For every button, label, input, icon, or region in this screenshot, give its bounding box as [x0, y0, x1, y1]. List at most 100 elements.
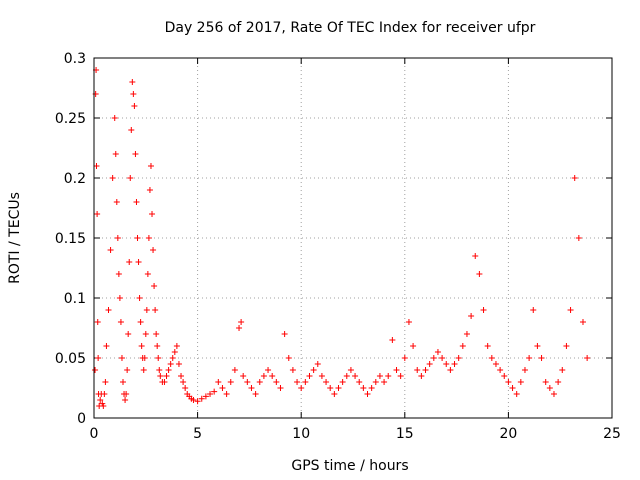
- data-point: [142, 331, 149, 337]
- data-point: [476, 271, 483, 277]
- data-point: [364, 391, 371, 397]
- data-point: [137, 319, 144, 325]
- data-point: [129, 79, 136, 85]
- data-point: [140, 367, 147, 373]
- data-point: [356, 379, 363, 385]
- data-point: [155, 355, 162, 361]
- data-point: [116, 295, 123, 301]
- data-point: [430, 355, 437, 361]
- x-tick-label: 5: [193, 426, 202, 442]
- data-point: [194, 398, 201, 405]
- data-point: [285, 355, 292, 361]
- x-tick-label: 25: [603, 426, 621, 442]
- data-points: [92, 67, 591, 409]
- data-point: [112, 151, 119, 157]
- data-point: [455, 355, 462, 361]
- data-point: [136, 295, 143, 301]
- data-point: [143, 307, 150, 313]
- data-point: [269, 373, 276, 379]
- data-point: [115, 271, 122, 277]
- data-point: [277, 385, 284, 391]
- data-point: [463, 331, 470, 337]
- data-point: [131, 103, 138, 109]
- data-point: [393, 367, 400, 373]
- data-point: [294, 379, 301, 385]
- y-tick-label: 0.2: [64, 171, 86, 187]
- data-point: [468, 313, 475, 319]
- data-point: [314, 361, 321, 367]
- data-point: [94, 319, 101, 325]
- y-tick-label: 0.25: [55, 111, 86, 127]
- data-point: [144, 271, 151, 277]
- data-point: [102, 379, 109, 385]
- data-point: [368, 385, 375, 391]
- data-point: [273, 379, 280, 385]
- data-point: [236, 325, 243, 331]
- data-point: [385, 373, 392, 379]
- data-point: [154, 343, 161, 349]
- data-point: [434, 349, 441, 355]
- y-tick-label: 0.05: [55, 351, 86, 367]
- data-point: [534, 343, 541, 349]
- data-point: [167, 361, 174, 367]
- data-point: [579, 319, 586, 325]
- data-point: [149, 211, 156, 217]
- y-tick-label: 0.1: [64, 291, 86, 307]
- data-point: [198, 395, 205, 402]
- data-point: [211, 388, 218, 395]
- data-point: [339, 379, 346, 385]
- data-point: [127, 175, 134, 181]
- data-point: [178, 373, 185, 379]
- data-point: [501, 373, 508, 379]
- data-point: [542, 379, 549, 385]
- data-point: [141, 355, 148, 361]
- data-point: [563, 343, 570, 349]
- data-point: [240, 373, 247, 379]
- data-point: [120, 379, 127, 385]
- data-point: [256, 379, 263, 385]
- y-axis-label: ROTI / TECUs: [7, 192, 23, 284]
- data-point: [497, 367, 504, 373]
- data-point: [132, 151, 139, 157]
- data-point: [546, 385, 553, 391]
- data-point: [207, 391, 214, 397]
- data-point: [180, 379, 187, 385]
- data-point: [376, 373, 383, 379]
- data-point: [150, 247, 157, 253]
- data-point: [302, 379, 309, 385]
- data-point: [227, 379, 234, 385]
- data-point: [530, 307, 537, 313]
- data-point: [128, 127, 135, 133]
- data-point: [484, 343, 491, 349]
- data-point: [126, 259, 133, 265]
- data-point: [439, 355, 446, 361]
- data-point: [111, 115, 118, 121]
- data-point: [244, 379, 251, 385]
- data-point: [555, 379, 562, 385]
- data-point: [156, 367, 163, 373]
- data-point: [95, 355, 102, 361]
- data-point: [105, 307, 112, 313]
- data-point: [405, 319, 412, 325]
- data-point: [480, 307, 487, 313]
- x-tick-label: 20: [499, 426, 517, 442]
- data-point: [92, 367, 99, 373]
- data-point: [459, 343, 466, 349]
- data-point: [289, 367, 296, 373]
- data-point: [505, 379, 512, 385]
- data-point: [238, 319, 245, 325]
- data-point: [94, 211, 101, 217]
- data-point: [130, 91, 137, 97]
- data-point: [389, 337, 396, 343]
- data-point: [550, 391, 557, 397]
- data-point: [509, 385, 516, 391]
- data-point: [323, 379, 330, 385]
- y-tick-label: 0: [77, 411, 86, 427]
- data-point: [575, 235, 582, 241]
- data-point: [526, 355, 533, 361]
- data-point: [118, 355, 125, 361]
- data-point: [331, 391, 338, 397]
- y-tick-label: 0.3: [64, 51, 86, 67]
- data-point: [397, 373, 404, 379]
- data-point: [223, 391, 230, 397]
